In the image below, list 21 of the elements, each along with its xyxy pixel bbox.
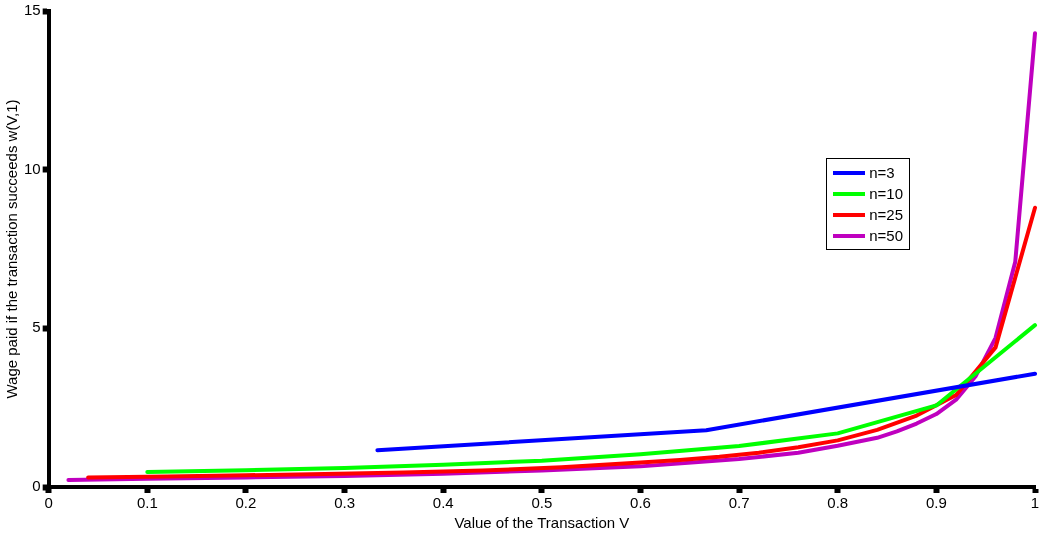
- y-tick-label: 15: [24, 1, 41, 19]
- x-tick-label: 0: [44, 494, 53, 512]
- x-tick-label: 0.5: [531, 494, 553, 512]
- legend-label: n=50: [869, 227, 903, 244]
- x-tick-label: 1: [1030, 494, 1040, 512]
- x-tick-label: 0.3: [334, 494, 356, 512]
- y-tick-label: 5: [32, 318, 41, 336]
- y-axis-title: Wage paid if the transaction succeeds w(V,1): [3, 99, 21, 399]
- x-axis-title: Value of the Transaction V: [454, 514, 630, 532]
- legend-label: n=25: [869, 206, 903, 223]
- x-tick-label: 0.1: [136, 494, 158, 512]
- x-tick-label: 0.4: [432, 494, 454, 512]
- x-tick-label: 0.8: [827, 494, 849, 512]
- x-tick-label: 0.6: [630, 494, 651, 512]
- x-tick-label: 0.7: [728, 494, 750, 512]
- x-tick-label: 0.9: [925, 494, 947, 512]
- legend-label: n=10: [869, 185, 903, 202]
- x-tick-label: 0.2: [235, 494, 257, 512]
- y-tick-label: 10: [24, 159, 41, 177]
- y-tick-label: 0: [32, 477, 41, 495]
- legend-label: n=3: [869, 164, 895, 181]
